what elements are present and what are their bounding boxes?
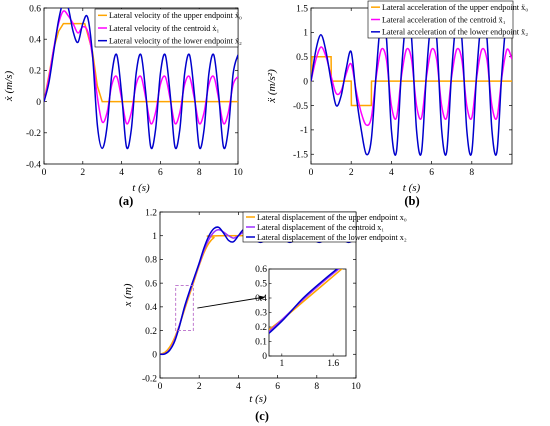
chart-c-x-tick-label: 10 bbox=[351, 382, 361, 392]
chart-c-legend-entry-2: Lateral displacement of the centroid x₁ bbox=[257, 223, 384, 232]
chart-c-x-tick-label: 2 bbox=[197, 382, 202, 392]
chart-a-x-tick-label: 0 bbox=[42, 168, 47, 178]
chart-b-x-axis-label: t (s) bbox=[403, 182, 421, 194]
chart-a-x-tick-label: 10 bbox=[233, 168, 243, 178]
chart-b-y-tick-label: 0.5 bbox=[296, 53, 308, 63]
chart-c-inset-y-tick-label: 0.5 bbox=[255, 280, 267, 290]
chart-c-inset-x-tick-label: 1.6 bbox=[327, 359, 339, 369]
chart-c-inset-y-tick-label: 0.6 bbox=[255, 265, 267, 275]
chart-a-y-tick-label: 0.2 bbox=[29, 67, 41, 77]
chart-c-inset: 0 0.1 0.2 0.3 0.4 0.5 0.6 1 1.6 bbox=[255, 265, 347, 369]
chart-c-inset-y-tick-label: 0.2 bbox=[255, 323, 267, 333]
chart-b-y-tick-label: -1.5 bbox=[293, 151, 308, 161]
chart-c-inset-y-tick-label: 0 bbox=[262, 352, 267, 362]
chart-a-x-tick-label: 8 bbox=[197, 168, 202, 178]
chart-c-y-axis-label: x (m) bbox=[122, 283, 134, 307]
chart-c-zoom-arrow-head bbox=[259, 295, 265, 301]
chart-c-y-tick-label: 0.4 bbox=[145, 303, 157, 313]
chart-b-x-tick-label: 6 bbox=[429, 168, 434, 178]
chart-c-y-tick-label: 0.8 bbox=[145, 256, 157, 266]
chart-a-x-tick-label: 4 bbox=[119, 168, 124, 178]
chart-c-inset-y-tick-label: 0.1 bbox=[255, 338, 267, 348]
chart-a-legend-entry-2: Lateral velocity of the centroid ẋ₁ bbox=[109, 24, 220, 33]
chart-c-zoom-arrow-line bbox=[197, 296, 266, 309]
chart-b-x-tick-label: 2 bbox=[349, 168, 354, 178]
chart-b-acceleration: 0 2 4 6 8 -1.5 -1 -0.5 0 0.5 1 1.5 t (s) ẍ (m/s²) Late… bbox=[266, 0, 528, 194]
chart-b-y-axis-label: ẍ (m/s²) bbox=[266, 69, 278, 104]
chart-a-y-tick-label: -0.4 bbox=[26, 160, 41, 170]
chart-c-legend-entry-3: Lateral displacement of the lower endpoi… bbox=[257, 233, 407, 242]
panel-label-c: (c) bbox=[255, 409, 269, 423]
chart-b-series-3-line bbox=[311, 15, 512, 156]
chart-a-x-tick-label: 6 bbox=[158, 168, 163, 178]
chart-a-y-axis-label: ẋ (m/s) bbox=[3, 71, 15, 103]
chart-c-inset-y-tick-label: 0.4 bbox=[255, 294, 267, 304]
chart-b-series-2-line bbox=[311, 46, 512, 127]
chart-a-axes-frame bbox=[43, 7, 239, 165]
chart-c-y-tick-label: 1 bbox=[152, 232, 157, 242]
chart-a-x-axis-label: t (s) bbox=[132, 182, 150, 194]
chart-c-y-tick-label: 0.2 bbox=[145, 327, 157, 337]
panel-label-b: (b) bbox=[404, 194, 419, 208]
chart-b-y-tick-label: -1 bbox=[300, 126, 308, 136]
chart-c-legend-entry-1: Lateral displacement of the upper endpoi… bbox=[257, 213, 407, 222]
chart-c-displacement: 0 2 4 6 8 10-0.200.20.40.60.811.2t (s)x (m)La… bbox=[122, 208, 407, 405]
chart-c-inset-x-tick-label: 1 bbox=[279, 359, 284, 369]
chart-a-legend-entry-3: Lateral velocity of the lower endpoint ẋ… bbox=[109, 36, 242, 45]
chart-c-x-tick-label: 0 bbox=[158, 382, 163, 392]
chart-c-y-tick-label: 0 bbox=[152, 351, 157, 361]
chart-b-legend: Lateral acceleration of the upper endpoi… bbox=[367, 0, 528, 39]
chart-b-series-group bbox=[311, 15, 512, 156]
chart-c-x-tick-label: 4 bbox=[236, 382, 241, 392]
chart-b-y-tick-label: 1 bbox=[303, 29, 308, 39]
chart-a-y-tick-label: 0 bbox=[36, 98, 41, 108]
chart-a-series-group bbox=[44, 8, 238, 150]
chart-a-legend: Lateral velocity of the upper endpoint ẋ… bbox=[94, 8, 242, 48]
chart-c-legend-box bbox=[242, 211, 357, 243]
chart-b-y-tick-label: 0 bbox=[303, 77, 308, 87]
chart-a-legend-entry-1: Lateral velocity of the upper endpoint ẋ… bbox=[109, 11, 242, 20]
chart-a-y-tick-label: -0.2 bbox=[26, 129, 41, 139]
chart-c-x-tick-label: 6 bbox=[275, 382, 280, 392]
chart-b-legend-entry-2: Lateral acceleration of the centroid ẍ₁ bbox=[382, 15, 506, 24]
chart-a-y-tick-label: 0.6 bbox=[29, 4, 41, 14]
chart-a-series-2-line bbox=[44, 10, 238, 125]
chart-b-y-tick-label: 1.5 bbox=[296, 4, 308, 14]
chart-c-inset-frame bbox=[268, 268, 347, 357]
chart-b-legend-entry-3: Lateral acceleration of the lower endpoi… bbox=[382, 28, 528, 37]
chart-c-zoom-box bbox=[175, 285, 194, 332]
chart-c-y-tick-label: 1.2 bbox=[145, 208, 157, 218]
chart-b-x-tick-label: 4 bbox=[389, 168, 394, 178]
chart-b-x-tick-label: 8 bbox=[469, 168, 474, 178]
chart-a-x-tick-label: 2 bbox=[80, 168, 85, 178]
chart-b-legend-box bbox=[367, 0, 514, 39]
chart-c-y-tick-label: 0.6 bbox=[145, 279, 157, 289]
chart-c-legend: Lateral displacement of the upper endpoi… bbox=[242, 211, 407, 243]
chart-b-legend-entry-1: Lateral acceleration of the upper endpoi… bbox=[382, 3, 528, 12]
chart-c-y-tick-label: -0.2 bbox=[142, 374, 157, 384]
chart-a-legend-box bbox=[94, 8, 239, 48]
chart-c-inset-y-tick-label: 0.3 bbox=[255, 309, 267, 319]
chart-a-series-3-line bbox=[44, 8, 238, 150]
chart-b-y-tick-label: -0.5 bbox=[293, 102, 308, 112]
chart-c-x-tick-label: 8 bbox=[314, 382, 319, 392]
chart-a-velocity: 0 2 4 6 8 10 -0.4 -0.2 0 0.2 0.4 0.6 t (s) ẋ (m/s) Lat… bbox=[3, 4, 243, 194]
chart-a-y-tick-label: 0.4 bbox=[29, 36, 41, 46]
panel-label-a: (a) bbox=[119, 194, 134, 208]
chart-c-x-axis-label: t (s) bbox=[249, 393, 267, 405]
chart-b-x-tick-label: 0 bbox=[309, 168, 314, 178]
chart-b-series-1-line bbox=[311, 56, 512, 107]
